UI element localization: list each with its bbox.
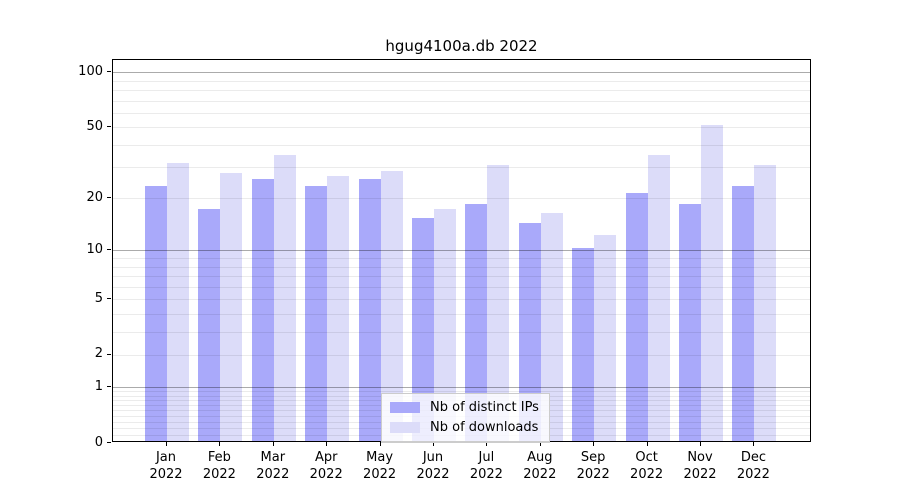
y-tick-label-10: 10 xyxy=(86,241,103,257)
bar-dec-distinct-ips xyxy=(732,185,755,441)
x-tick-sep xyxy=(593,442,595,446)
bar-nov-downloads xyxy=(701,125,723,441)
y-tick-label-1: 1 xyxy=(94,378,103,394)
y-tick-100 xyxy=(107,71,111,73)
y-tick-20 xyxy=(107,197,111,199)
x-tick-label-dec: Dec 2022 xyxy=(736,450,770,482)
x-tick-label-aug: Aug 2022 xyxy=(523,450,557,482)
x-tick-aug xyxy=(539,442,541,446)
chart-title: hgug4100a.db 2022 xyxy=(385,37,538,55)
y-tick-2 xyxy=(107,353,111,355)
bar-oct-downloads xyxy=(647,155,670,441)
x-tick-apr xyxy=(326,442,328,446)
bar-jul-downloads xyxy=(487,165,510,441)
x-tick-jun xyxy=(433,442,434,446)
bar-apr-downloads xyxy=(327,176,350,441)
bar-aug-downloads xyxy=(540,213,563,441)
y-tick-5 xyxy=(107,298,111,299)
x-tick-dec xyxy=(753,442,755,446)
x-tick-may xyxy=(379,442,381,446)
x-tick-jan xyxy=(166,442,167,446)
bar-mar-downloads xyxy=(273,155,296,441)
plot-area: Nb of distinct IPs Nb of downloads xyxy=(112,59,811,443)
bar-jan-downloads xyxy=(167,162,189,441)
x-tick-nov xyxy=(700,442,701,446)
gridline-y-70 xyxy=(113,100,810,102)
bar-jun-distinct-ips xyxy=(412,218,434,441)
y-tick-label-20: 20 xyxy=(86,189,103,205)
legend-swatch-distinct-ips xyxy=(390,402,420,413)
gridline-y-100 xyxy=(113,72,810,74)
x-tick-label-oct: Oct 2022 xyxy=(630,450,664,482)
x-tick-label-jun: Jun 2022 xyxy=(416,450,450,482)
bar-may-downloads xyxy=(380,170,403,441)
x-tick-label-jul: Jul 2022 xyxy=(469,450,503,482)
bar-oct-distinct-ips xyxy=(625,192,648,441)
x-tick-jul xyxy=(486,442,488,446)
bar-jun-downloads xyxy=(434,208,456,441)
y-tick-10 xyxy=(107,249,111,251)
legend-label-distinct-ips: Nb of distinct IPs xyxy=(430,400,539,415)
x-tick-label-feb: Feb 2022 xyxy=(202,450,236,482)
x-tick-mar xyxy=(272,442,274,446)
legend-item-distinct-ips: Nb of distinct IPs xyxy=(390,399,539,416)
x-tick-label-may: May 2022 xyxy=(363,450,397,482)
y-tick-1 xyxy=(107,386,111,388)
bar-sep-distinct-ips xyxy=(572,248,595,441)
bar-jan-distinct-ips xyxy=(145,185,167,441)
bar-may-distinct-ips xyxy=(358,179,381,441)
y-tick-label-100: 100 xyxy=(78,63,103,79)
gridline-y-90 xyxy=(113,80,810,82)
bar-jul-distinct-ips xyxy=(465,204,488,441)
gridline-y-80 xyxy=(113,89,810,91)
bar-sep-downloads xyxy=(594,234,617,441)
bar-dec-downloads xyxy=(754,165,777,441)
legend-item-downloads: Nb of downloads xyxy=(390,419,539,436)
y-tick-label-5: 5 xyxy=(94,290,103,306)
bar-apr-distinct-ips xyxy=(305,185,328,441)
legend-label-downloads: Nb of downloads xyxy=(430,420,539,435)
y-tick-50 xyxy=(107,126,111,128)
bar-mar-distinct-ips xyxy=(251,179,274,441)
x-tick-label-mar: Mar 2022 xyxy=(256,450,290,482)
bar-aug-distinct-ips xyxy=(518,223,541,441)
x-tick-label-jan: Jan 2022 xyxy=(149,450,183,482)
bar-nov-distinct-ips xyxy=(679,204,701,441)
y-tick-label-2: 2 xyxy=(94,346,103,362)
bar-feb-downloads xyxy=(220,173,243,441)
legend-swatch-downloads xyxy=(390,422,420,433)
x-tick-feb xyxy=(219,442,221,446)
y-tick-0 xyxy=(107,442,111,443)
x-tick-label-apr: Apr 2022 xyxy=(309,450,343,482)
y-tick-label-50: 50 xyxy=(86,118,103,134)
x-tick-label-nov: Nov 2022 xyxy=(683,450,717,482)
x-tick-label-sep: Sep 2022 xyxy=(576,450,610,482)
y-tick-label-0: 0 xyxy=(94,434,103,450)
gridline-y-60 xyxy=(113,112,810,114)
x-tick-oct xyxy=(646,442,648,446)
legend: Nb of distinct IPs Nb of downloads xyxy=(381,393,550,443)
bar-feb-distinct-ips xyxy=(198,208,221,441)
